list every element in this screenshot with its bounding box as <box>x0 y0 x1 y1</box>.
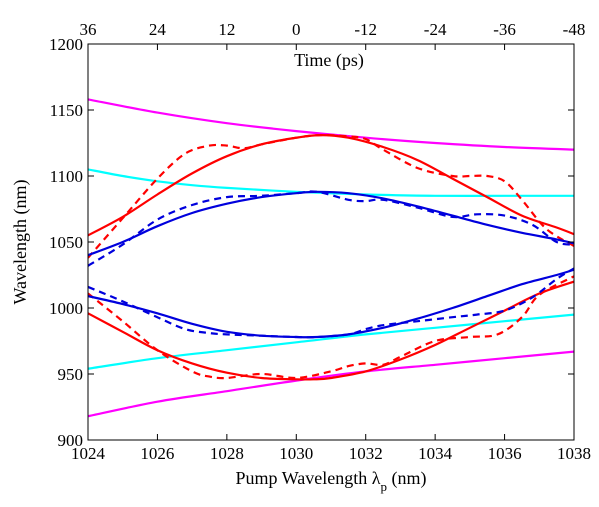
x-tick-label: 1036 <box>488 444 522 463</box>
y-tick-label: 1050 <box>49 233 83 252</box>
x-tick-label: 1028 <box>210 444 244 463</box>
series-line-2 <box>88 350 574 418</box>
y-tick-label: 1100 <box>50 167 83 186</box>
y-tick-label: 900 <box>58 431 84 450</box>
x-tick-label: 1030 <box>279 444 313 463</box>
x-axis-label-subscript: p <box>380 479 387 494</box>
x-tick-label: 1038 <box>557 444 591 463</box>
y-tick-label: 1200 <box>49 35 83 54</box>
series-line-6 <box>88 133 574 259</box>
plot-area <box>88 98 574 418</box>
series-line-3 <box>88 168 574 197</box>
series-line-7 <box>88 280 574 381</box>
series-line-10 <box>88 190 574 267</box>
plot-frame <box>87 43 575 441</box>
series-line-8 <box>88 275 574 380</box>
top-tick-label: -24 <box>424 20 447 39</box>
top-tick-label: 36 <box>80 20 97 39</box>
x-axis-label-text: Pump Wavelength λ <box>236 468 381 488</box>
y-axis-label: Wavelength (nm) <box>10 179 31 304</box>
x-tick-label: 1026 <box>140 444 174 463</box>
top-tick-label: -12 <box>354 20 377 39</box>
x-tick-label: 1032 <box>349 444 383 463</box>
series-line-5 <box>88 134 574 237</box>
x-tick-label: 1034 <box>418 444 453 463</box>
top-tick-label: -48 <box>563 20 586 39</box>
top-tick-label: 24 <box>149 20 167 39</box>
y-tick-label: 950 <box>58 365 84 384</box>
top-axis-label: Time (ps) <box>294 50 364 71</box>
x-tick-label: 1024 <box>71 444 106 463</box>
x-axis-label: Pump Wavelength λp (nm) <box>236 468 427 494</box>
series-line-12 <box>88 267 574 339</box>
y-tick-label: 1000 <box>49 299 83 318</box>
ticks: 1024 36 1026 24 1028 12 1030 0 1032 -12 1034 -24 103… <box>49 20 591 463</box>
y-tick-label: 1150 <box>50 101 83 120</box>
top-tick-label: -36 <box>493 20 516 39</box>
top-tick-label: 0 <box>292 20 301 39</box>
x-axis-label-unit: (nm) <box>387 468 427 489</box>
top-tick-label: 12 <box>218 20 235 39</box>
series-line-4 <box>88 313 574 370</box>
series-line-9 <box>88 190 574 257</box>
series-line-1 <box>88 98 574 151</box>
series-line-11 <box>88 268 574 339</box>
